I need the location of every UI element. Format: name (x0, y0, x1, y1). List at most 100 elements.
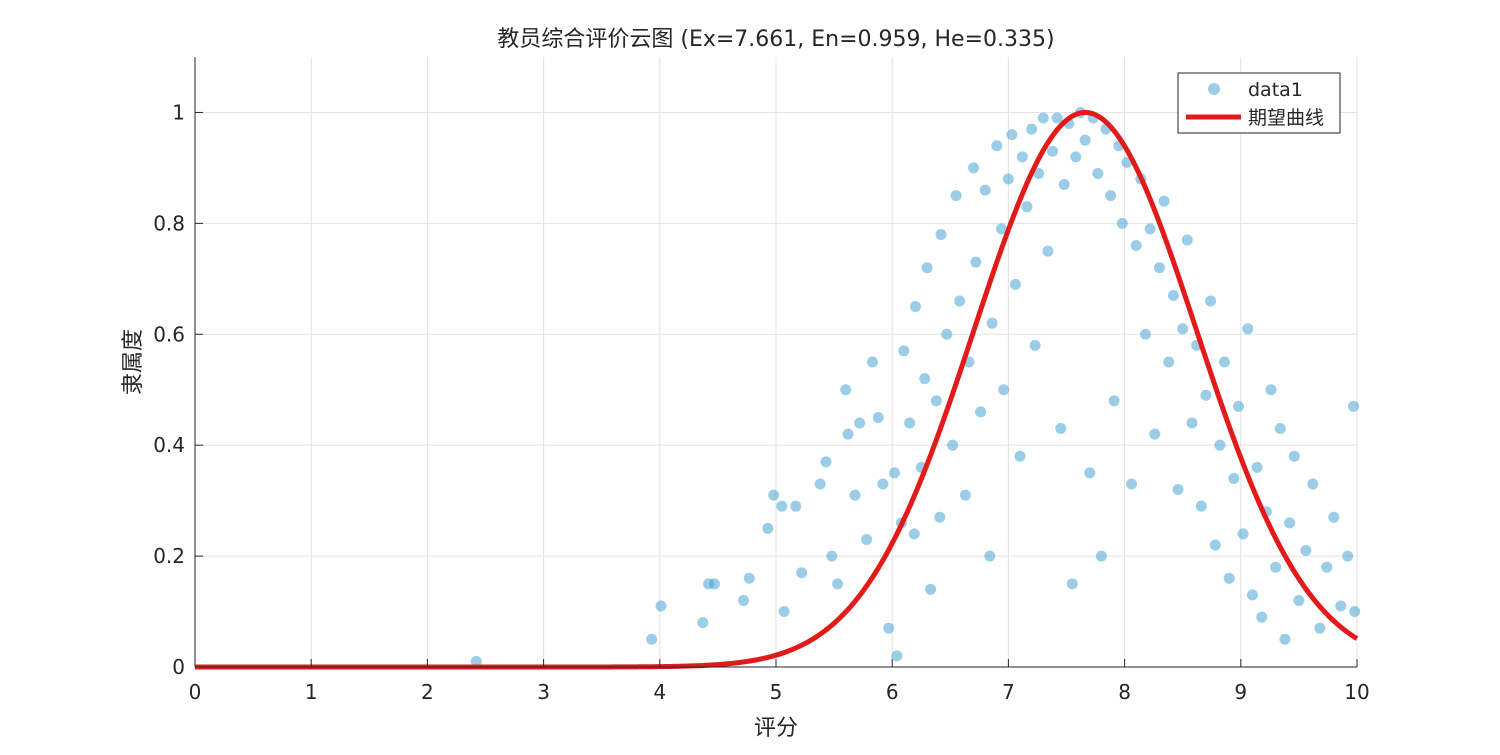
scatter-point-3 (697, 617, 709, 629)
scatter-point-37 (925, 583, 937, 595)
scatter-point-131 (1349, 606, 1361, 618)
scatter-point-55 (998, 384, 1010, 396)
scatter-point-14 (814, 478, 826, 490)
scatter-point-48 (970, 256, 982, 268)
y-tick-label-1: 0.2 (153, 544, 185, 568)
scatter-point-8 (762, 522, 774, 534)
scatter-point-39 (934, 511, 946, 523)
scatter-point-16 (826, 550, 838, 562)
scatter-point-32 (908, 528, 920, 540)
scatter-point-125 (1314, 622, 1326, 634)
x-tick-label-0: 0 (189, 680, 202, 704)
scatter-point-38 (930, 395, 942, 407)
scatter-point-12 (790, 500, 802, 512)
scatter-point-23 (866, 356, 878, 368)
scatter-point-118 (1274, 423, 1286, 435)
scatter-point-24 (872, 411, 884, 423)
x-tick-label-3: 3 (537, 680, 550, 704)
scatter-point-0 (470, 655, 482, 667)
scatter-point-89 (1140, 328, 1152, 340)
scatter-point-19 (842, 428, 854, 440)
scatter-point-10 (776, 500, 788, 512)
x-tick-label-1: 1 (305, 680, 318, 704)
scatter-point-96 (1172, 484, 1184, 496)
scatter-point-9 (768, 489, 780, 501)
scatter-point-119 (1279, 633, 1291, 645)
scatter-point-81 (1105, 190, 1117, 202)
scatter-point-106 (1219, 356, 1231, 368)
scatter-point-69 (1055, 423, 1067, 435)
legend: data1 期望曲线 (1177, 72, 1341, 134)
x-tick-label-9: 9 (1234, 680, 1247, 704)
y-tick-label-2: 0.4 (153, 433, 185, 457)
scatter-point-93 (1158, 195, 1170, 207)
scatter-point-25 (877, 478, 889, 490)
scatter-point-7 (743, 572, 755, 584)
scatter-point-108 (1228, 472, 1240, 484)
x-tick-label-7: 7 (1002, 680, 1015, 704)
scatter-point-130 (1348, 400, 1360, 412)
scatter-point-116 (1265, 384, 1277, 396)
scatter-point-44 (954, 295, 966, 307)
y-tick-label-0: 0 (172, 655, 185, 679)
scatter-point-43 (950, 190, 962, 202)
scatter-point-20 (849, 489, 861, 501)
scatter-point-95 (1167, 289, 1179, 301)
scatter-point-102 (1200, 389, 1212, 401)
legend-box (1177, 72, 1341, 134)
scatter-point-120 (1284, 517, 1296, 529)
scatter-points (470, 106, 1361, 667)
scatter-point-41 (941, 328, 953, 340)
scatter-point-76 (1084, 467, 1096, 479)
scatter-point-57 (1006, 129, 1018, 141)
scatter-point-104 (1209, 539, 1221, 551)
scatter-point-97 (1177, 323, 1189, 335)
scatter-point-92 (1153, 262, 1165, 274)
scatter-point-121 (1288, 450, 1300, 462)
scatter-point-127 (1328, 511, 1340, 523)
scatter-point-86 (1126, 478, 1138, 490)
scatter-point-113 (1251, 461, 1263, 473)
scatter-point-59 (1014, 450, 1026, 462)
x-tick-label-4: 4 (653, 680, 666, 704)
scatter-point-26 (883, 622, 895, 634)
scatter-point-84 (1116, 217, 1128, 229)
scatter-point-61 (1021, 201, 1033, 213)
scatter-point-28 (891, 650, 903, 662)
x-tick-label-6: 6 (886, 680, 899, 704)
y-tick-label-5: 1 (172, 100, 185, 124)
scatter-point-122 (1293, 594, 1305, 606)
scatter-point-65 (1037, 112, 1049, 124)
scatter-point-51 (984, 550, 996, 562)
scatter-point-70 (1058, 179, 1070, 191)
scatter-point-105 (1214, 439, 1226, 451)
scatter-point-78 (1092, 167, 1104, 179)
scatter-point-2 (655, 600, 667, 612)
scatter-point-111 (1242, 323, 1254, 335)
scatter-point-73 (1070, 151, 1082, 163)
scatter-point-35 (919, 373, 931, 385)
scatter-point-42 (947, 439, 959, 451)
scatter-point-15 (820, 456, 832, 468)
scatter-point-128 (1335, 600, 1347, 612)
scatter-point-75 (1079, 134, 1091, 146)
scatter-point-30 (898, 345, 910, 357)
scatter-point-123 (1300, 545, 1312, 557)
scatter-point-82 (1108, 395, 1120, 407)
legend-label-data1: data1 (1248, 79, 1303, 101)
scatter-point-54 (995, 223, 1007, 235)
scatter-point-45 (959, 489, 971, 501)
scatter-point-64 (1033, 167, 1045, 179)
scatter-point-91 (1149, 428, 1161, 440)
scatter-point-94 (1163, 356, 1175, 368)
scatter-point-21 (854, 417, 866, 429)
scatter-point-114 (1256, 611, 1268, 623)
tick-labels: 0 1 2 3 4 5 6 7 8 9 10 0 0.2 0.4 0.6 0.8 1 (153, 100, 1370, 704)
scatter-point-49 (975, 406, 987, 418)
legend-label-expectation-curve: 期望曲线 (1248, 107, 1324, 129)
scatter-point-60 (1016, 151, 1028, 163)
scatter-point-66 (1042, 245, 1054, 257)
scatter-point-103 (1205, 295, 1217, 307)
